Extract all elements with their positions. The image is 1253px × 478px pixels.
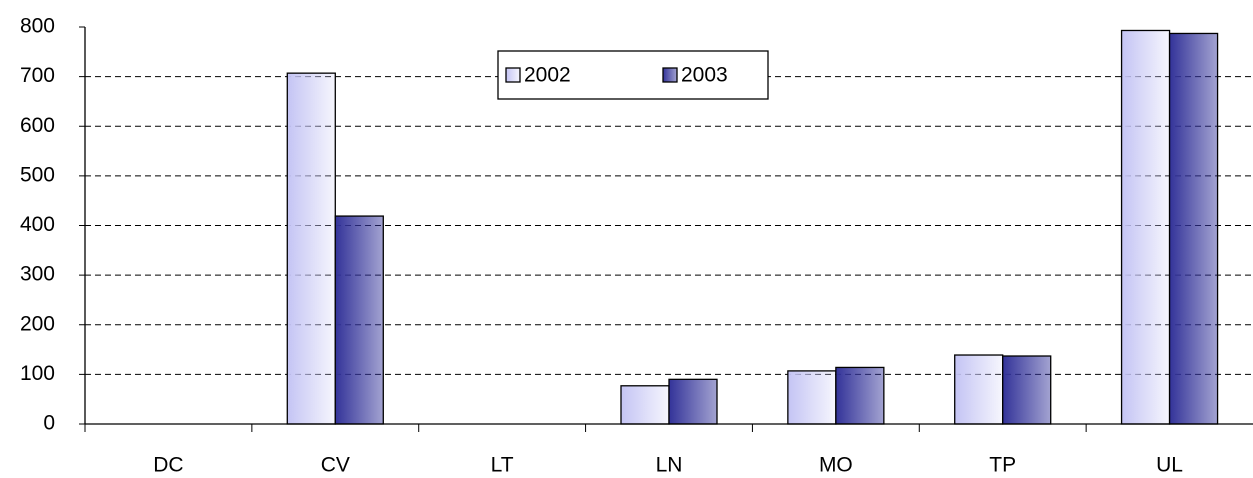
x-tick-label: LN bbox=[656, 454, 683, 477]
bar bbox=[668, 378, 718, 425]
bar bbox=[835, 366, 885, 425]
bar bbox=[286, 72, 336, 425]
y-tick-label: 0 bbox=[43, 412, 55, 435]
bar bbox=[620, 385, 670, 425]
bar bbox=[787, 370, 837, 425]
bar bbox=[1120, 29, 1171, 425]
legend-label: 2003 bbox=[681, 64, 728, 87]
bar bbox=[954, 354, 1004, 425]
x-tick-label: UL bbox=[1156, 454, 1183, 477]
y-tick-label: 600 bbox=[20, 114, 55, 137]
y-tick-label: 700 bbox=[20, 64, 55, 87]
y-tick-label: 200 bbox=[20, 312, 55, 335]
x-tick-label: MO bbox=[819, 454, 853, 477]
y-tick-label: 400 bbox=[20, 213, 55, 236]
x-tick-label: CV bbox=[321, 454, 350, 477]
y-tick-label: 500 bbox=[20, 163, 55, 186]
y-tick-label: 100 bbox=[20, 362, 55, 385]
y-tick-label: 300 bbox=[20, 263, 55, 286]
legend-box bbox=[497, 50, 769, 100]
legend: 2002 2003 bbox=[497, 50, 769, 100]
bar bbox=[1168, 32, 1219, 425]
x-tick-label: TP bbox=[989, 454, 1016, 477]
legend-swatch bbox=[662, 67, 678, 83]
x-tick-label: DC bbox=[153, 454, 183, 477]
legend-label: 2002 bbox=[524, 64, 571, 87]
y-tick-label: 800 bbox=[20, 15, 55, 38]
legend-swatch bbox=[505, 67, 521, 83]
bar bbox=[334, 215, 384, 425]
x-tick-label: LT bbox=[491, 454, 514, 477]
bar bbox=[1002, 355, 1052, 425]
